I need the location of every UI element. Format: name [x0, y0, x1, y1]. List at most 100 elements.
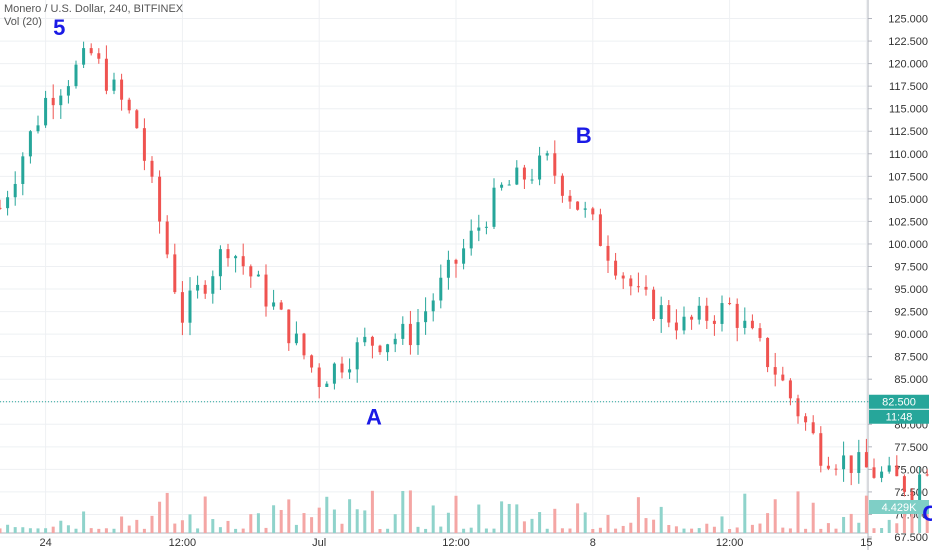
- volume-bar: [0, 528, 2, 533]
- candle-body: [355, 342, 359, 370]
- candle-body: [743, 320, 747, 328]
- volume-bar: [857, 522, 861, 533]
- candle-body: [180, 292, 184, 323]
- candle-body: [294, 333, 298, 344]
- volume-bar: [773, 499, 777, 533]
- candle-body: [644, 286, 648, 290]
- volume-bar: [492, 528, 496, 533]
- volume-bar: [902, 504, 906, 533]
- candle-body: [690, 316, 694, 320]
- volume-bar: [560, 528, 564, 533]
- candle-body: [211, 276, 215, 294]
- price-tick-label: 117.500: [889, 81, 928, 93]
- candle-body: [424, 311, 428, 323]
- volume-bar: [120, 516, 124, 533]
- candle-body: [636, 286, 640, 288]
- candle-body: [120, 79, 124, 100]
- volume-bar: [728, 528, 732, 533]
- time-tick-label: 15: [860, 537, 872, 549]
- volume-bar: [135, 519, 139, 533]
- candle-body: [21, 156, 25, 184]
- volume-bar: [712, 526, 716, 533]
- volume-bar: [834, 528, 838, 533]
- volume-bar: [332, 509, 336, 533]
- volume-bar: [294, 524, 298, 533]
- candle-body: [629, 278, 633, 287]
- candle-body: [545, 153, 549, 156]
- candle-body: [522, 167, 526, 180]
- candle-body: [378, 345, 382, 353]
- volume-bar: [439, 526, 443, 533]
- candle-body: [59, 95, 63, 106]
- candle-body: [325, 383, 329, 387]
- volume-bar: [743, 493, 747, 533]
- volume-bar: [636, 497, 640, 533]
- candle-body: [515, 167, 519, 185]
- wave-label: 5: [53, 15, 65, 40]
- volume-bar: [781, 527, 785, 533]
- volume-bar: [614, 528, 618, 533]
- volume-bar: [644, 518, 648, 533]
- price-tick-label: 122.500: [888, 36, 928, 48]
- volume-bar: [826, 523, 830, 533]
- volume-bar: [279, 509, 283, 533]
- candle-body: [728, 303, 732, 305]
- volume-bar: [690, 528, 694, 533]
- volume-bar: [340, 523, 344, 533]
- volume-bar: [424, 528, 428, 533]
- volume-bar: [667, 525, 671, 533]
- price-tick-label: 90.000: [894, 329, 928, 341]
- candle-body: [811, 422, 815, 434]
- volume-bar: [469, 527, 473, 533]
- volume-bar: [287, 499, 291, 533]
- candle-body: [165, 221, 169, 255]
- volume-bar: [925, 511, 929, 533]
- candle-body: [0, 207, 2, 209]
- volume-bar: [507, 503, 511, 533]
- volume-bar: [674, 526, 678, 533]
- candle-body: [560, 175, 564, 196]
- candle-body: [773, 367, 777, 375]
- volume-bar: [606, 515, 610, 533]
- volume-bar: [515, 504, 519, 533]
- volume-bar: [249, 514, 253, 533]
- time-tick-label: 12:00: [442, 537, 470, 549]
- volume-bar: [408, 490, 412, 533]
- volume-bar: [36, 528, 40, 533]
- candle-body: [218, 249, 222, 277]
- candle-body: [142, 128, 146, 161]
- candle-body: [82, 48, 86, 65]
- volume-bar: [545, 528, 549, 533]
- volume-bar: [416, 526, 420, 533]
- volume-bar: [621, 525, 625, 533]
- volume-value-label: 4.429K: [882, 502, 918, 514]
- candle-body: [682, 316, 686, 331]
- volume-bar: [104, 528, 108, 533]
- volume-bar: [401, 490, 405, 533]
- volume-bar: [127, 525, 131, 533]
- volume-bar: [522, 521, 526, 533]
- volume-bar: [363, 510, 367, 533]
- candle-body: [902, 476, 906, 492]
- candle-body: [302, 333, 306, 356]
- volume-bar: [66, 525, 70, 533]
- candle-body: [712, 320, 716, 324]
- candle-body: [826, 465, 830, 469]
- volume-bar: [697, 528, 701, 533]
- candle-body: [264, 274, 268, 307]
- symbol-legend: Monero / U.S. Dollar, 240, BITFINEX: [4, 3, 184, 15]
- price-tick-label: 120.000: [888, 59, 928, 71]
- price-tick-label: 95.000: [894, 284, 928, 296]
- candle-body: [226, 249, 230, 259]
- volume-bar: [158, 501, 162, 533]
- candle-body: [196, 284, 200, 291]
- candle-body: [104, 58, 108, 91]
- volume-bar: [256, 513, 260, 533]
- volume-bar: [241, 528, 245, 533]
- volume-bar: [21, 527, 25, 533]
- volume-bar: [462, 528, 466, 533]
- candle-body: [332, 363, 336, 384]
- time-tick-label: 24: [39, 537, 51, 549]
